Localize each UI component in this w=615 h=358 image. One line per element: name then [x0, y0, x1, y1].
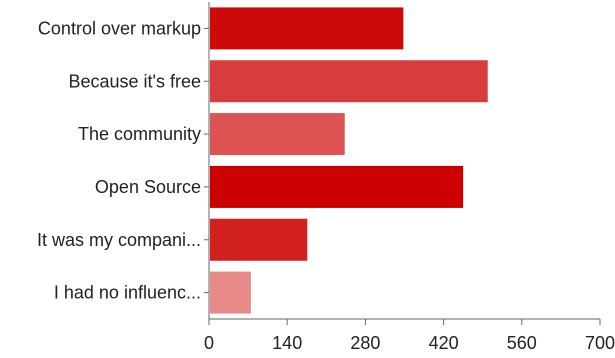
bars-layer: [210, 7, 488, 314]
x-tick-label: 0: [204, 333, 214, 353]
bar-1: [210, 7, 404, 50]
labels-layer: Control over markup Because it's free The …: [37, 18, 615, 353]
bar-6: [210, 271, 251, 314]
category-label: The community: [78, 124, 201, 144]
category-label: Control over markup: [38, 18, 201, 38]
x-tick-label: 420: [429, 333, 459, 353]
bar-3: [210, 113, 345, 156]
category-label: Because it's free: [68, 71, 201, 91]
bar-5: [210, 218, 308, 261]
bar-2: [210, 60, 488, 103]
x-tick-label: 700: [585, 333, 615, 353]
x-tick-label: 280: [350, 333, 380, 353]
category-label: I had no influenc...: [54, 283, 201, 303]
bar-4: [210, 165, 464, 208]
category-label: It was my compani...: [37, 230, 201, 250]
x-tick-label: 560: [507, 333, 537, 353]
category-label: Open Source: [95, 177, 201, 197]
x-tick-label: 140: [272, 333, 302, 353]
axis-layer: [204, 2, 601, 325]
